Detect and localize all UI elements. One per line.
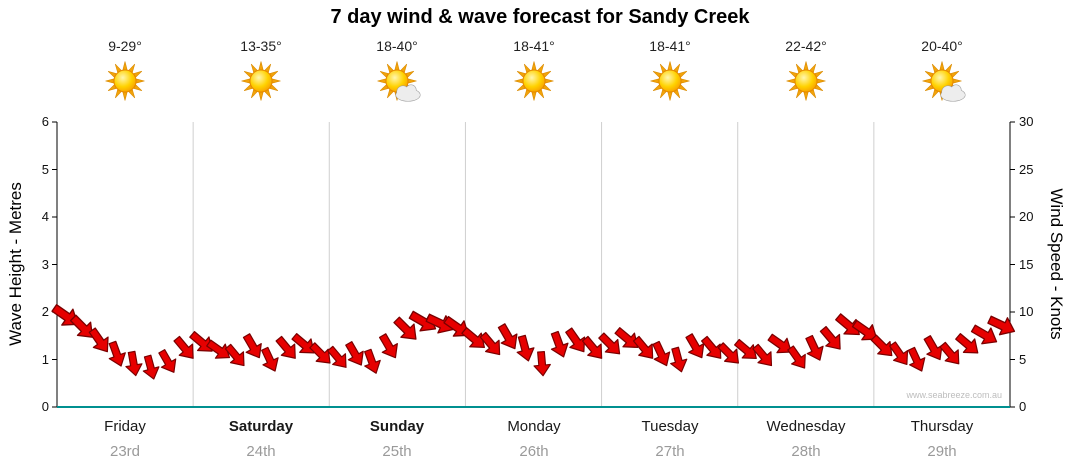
wind-arrow	[717, 342, 739, 364]
watermark: www.seabreeze.com.au	[906, 390, 1002, 400]
wind-arrow	[479, 331, 501, 356]
wind-arrow	[88, 327, 109, 353]
wind-arrow	[550, 330, 569, 358]
wind-arrow	[261, 346, 279, 372]
wind-arrow	[378, 333, 398, 359]
wind-arrow	[364, 348, 381, 374]
wind-arrow	[242, 333, 262, 359]
wind-arrow	[835, 313, 860, 336]
wind-arrow	[533, 350, 551, 377]
wind-arrow	[206, 339, 231, 359]
wind-arrow	[700, 335, 722, 359]
wind-arrow	[581, 335, 603, 359]
wind-arrow	[158, 349, 177, 373]
wind-arrow	[516, 334, 535, 362]
wind-arrow	[142, 354, 160, 380]
wind-arrow	[393, 316, 417, 340]
wind-arrow	[443, 315, 470, 337]
wind-arrow	[598, 332, 621, 355]
wind-arrow	[461, 327, 485, 349]
left-axis-label: Wave Height - Metres	[6, 182, 25, 346]
wind-arrow	[275, 335, 296, 359]
wind-arrow	[291, 332, 315, 354]
wind-arrow	[173, 335, 194, 359]
wind-arrow	[819, 325, 841, 350]
wind-arrow	[923, 335, 943, 361]
wind-arrow	[767, 333, 792, 354]
wind-arrow	[614, 327, 639, 349]
wind-arrow	[224, 343, 245, 367]
wind-arrow	[69, 314, 94, 338]
wind-arrow	[889, 341, 909, 366]
wind-arrow	[108, 340, 126, 367]
wind-arrow	[987, 315, 1016, 336]
wind-arrow	[497, 323, 518, 350]
wind-arrow	[632, 335, 654, 359]
wind-arrow	[955, 332, 979, 354]
wind-arrow	[907, 346, 926, 372]
wind-arrow	[970, 324, 998, 345]
wind-arrow	[870, 334, 893, 357]
wind-arrow	[939, 341, 960, 365]
right-axis-label: Wind Speed - Knots	[1047, 188, 1066, 340]
wind-arrow	[805, 334, 824, 361]
wind-arrow	[752, 343, 773, 367]
wind-arrow	[309, 342, 331, 364]
wind-arrow	[565, 327, 586, 353]
wind-arrow	[734, 338, 757, 360]
wind-arrow	[125, 350, 143, 377]
wind-arrow	[787, 345, 806, 369]
wind-arrow	[345, 341, 364, 366]
wind-arrow	[652, 340, 671, 367]
page-title: 7 day wind & wave forecast for Sandy Cre…	[330, 6, 750, 28]
wind-arrow	[327, 345, 347, 368]
wind-arrow	[685, 333, 705, 359]
wind-arrow	[851, 319, 878, 341]
wind-arrow	[670, 346, 688, 373]
